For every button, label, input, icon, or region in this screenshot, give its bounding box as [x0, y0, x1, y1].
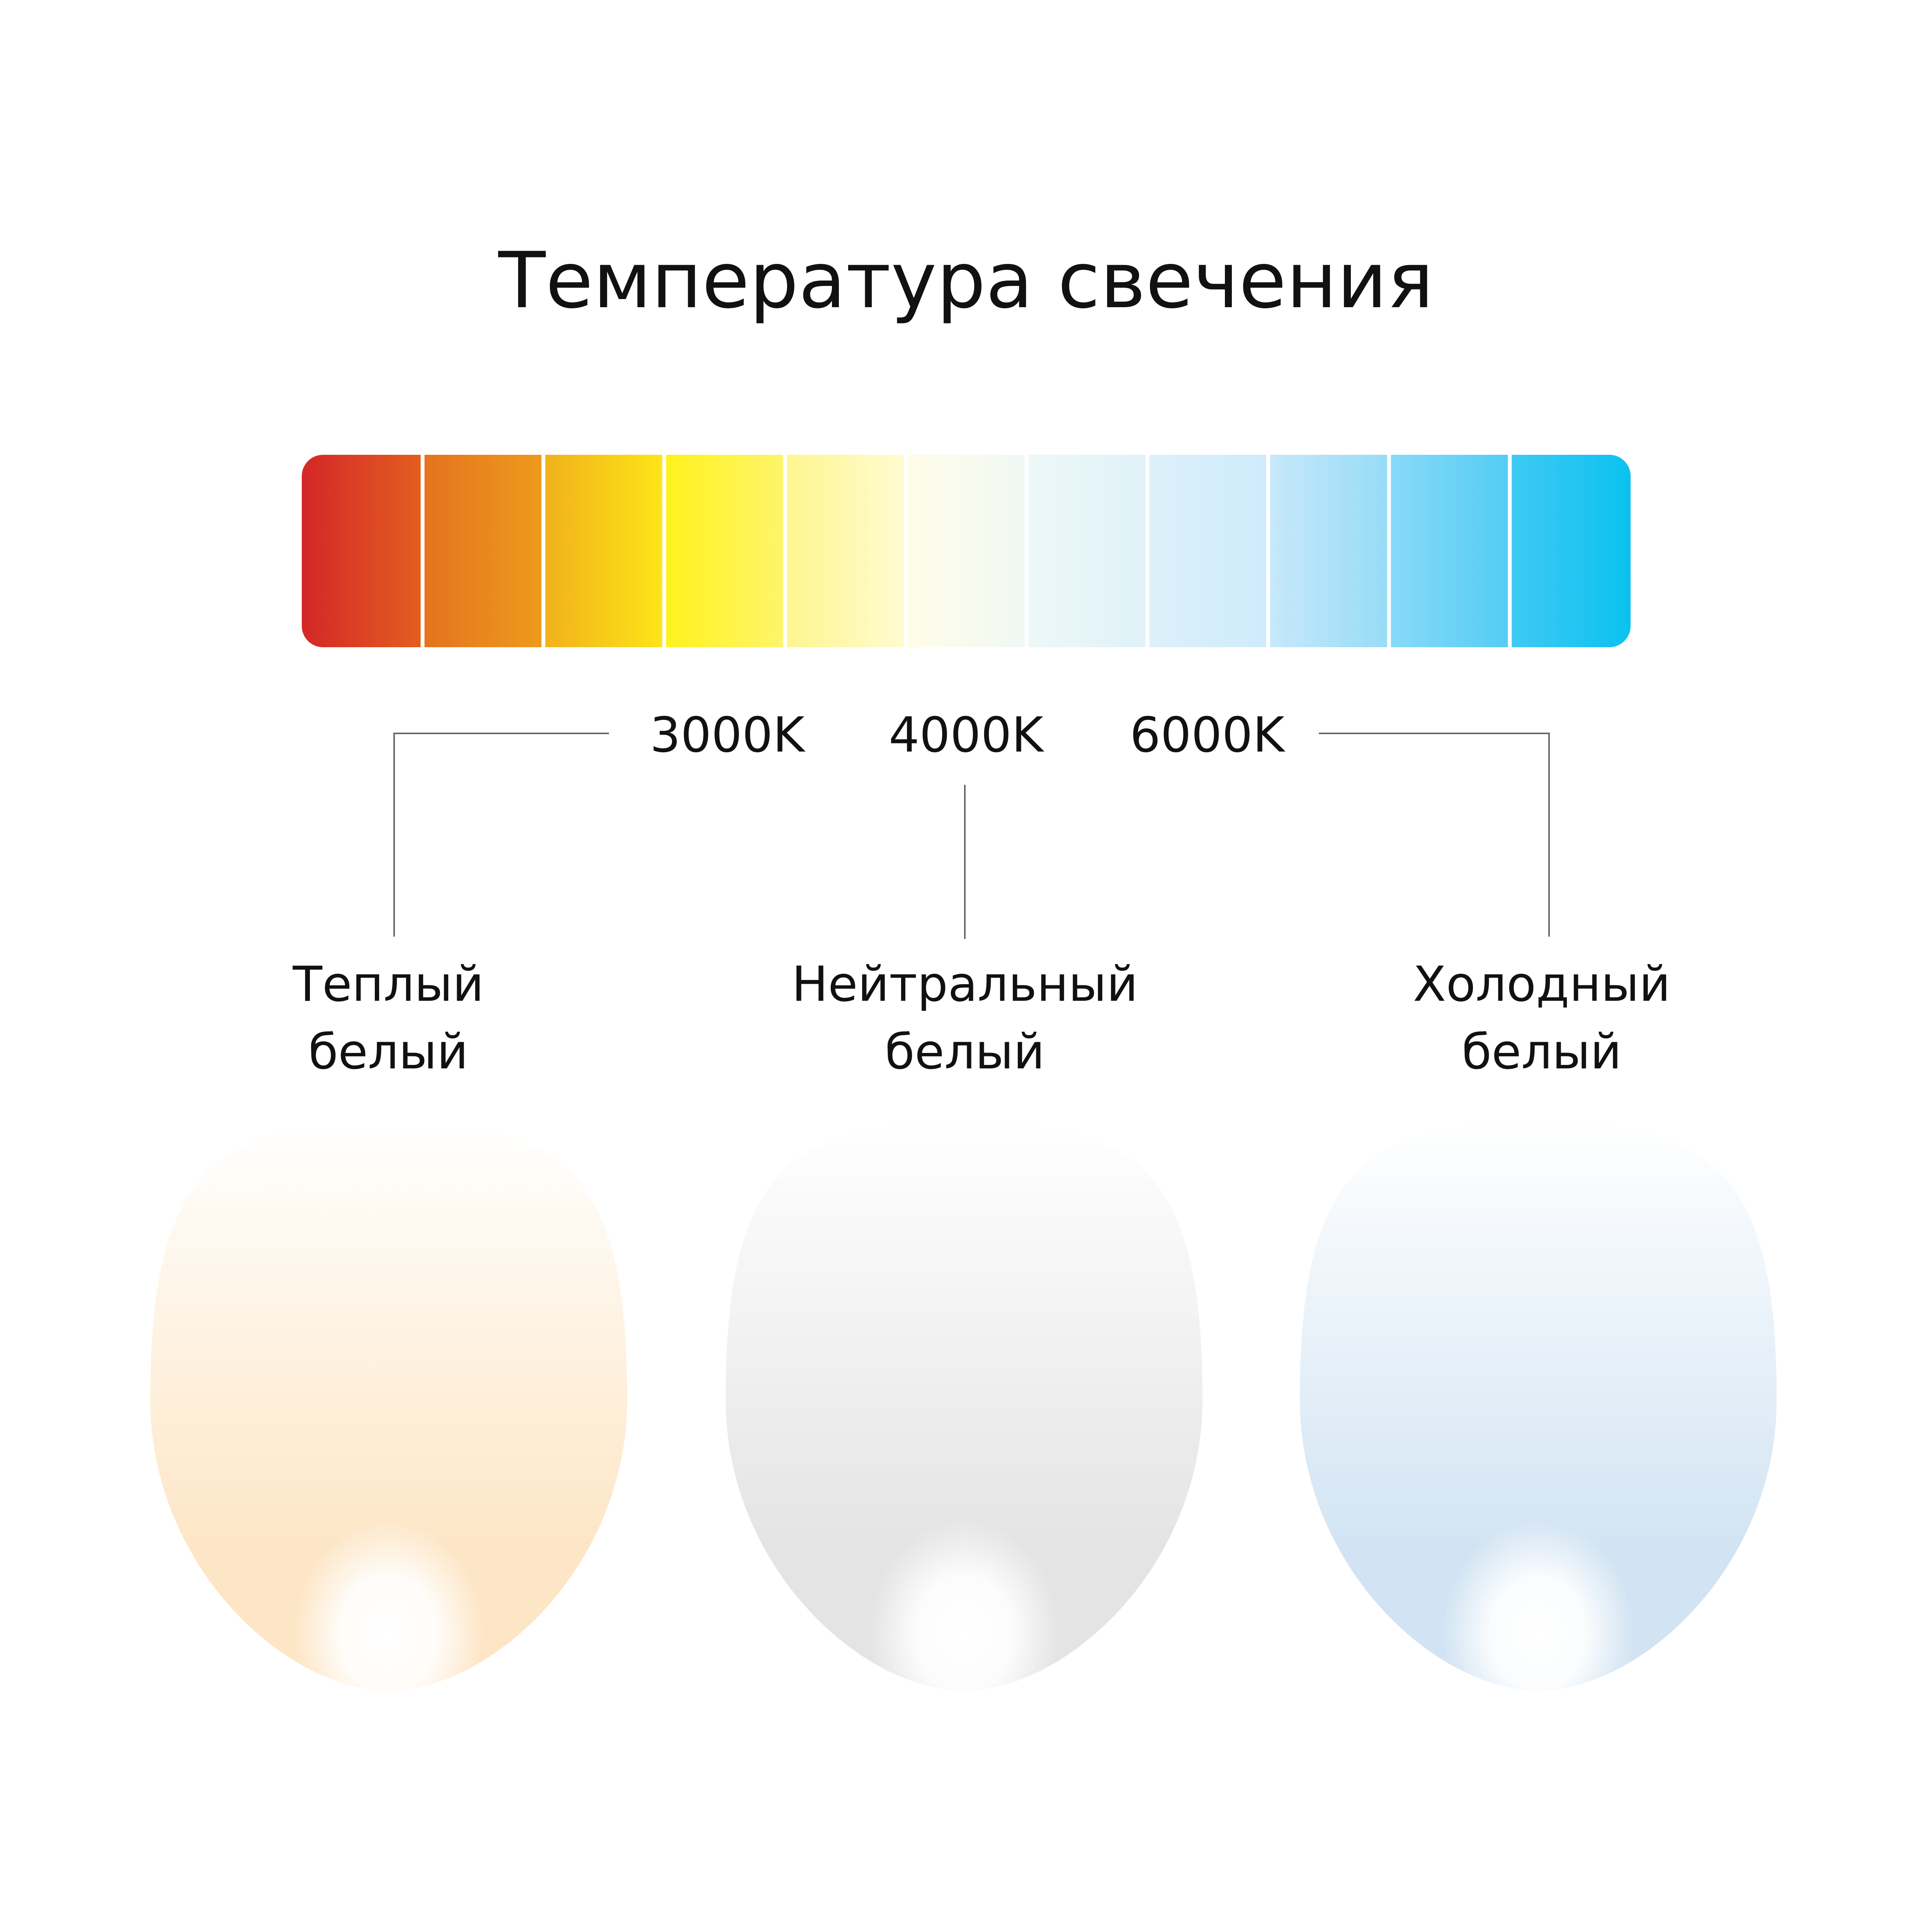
light-glow [726, 1121, 1202, 1690]
warm-light-blob [150, 1121, 627, 1690]
scale-segment [1512, 455, 1631, 647]
scale-segment [1149, 455, 1267, 647]
scale-segment [908, 455, 1025, 647]
cold-label-line1: Холодный [1413, 956, 1671, 1012]
scale-segment [1391, 455, 1508, 647]
temperature-scale-bar [302, 455, 1631, 647]
cold-label-line2: белый [1462, 1024, 1622, 1080]
neutral-light-blob [726, 1121, 1202, 1690]
page-title: Температура свечения [498, 236, 1434, 326]
neutral-label-line2: белый [885, 1024, 1045, 1080]
scale-segment [424, 455, 542, 647]
scale-segment [787, 455, 904, 647]
cold-connector [1319, 733, 1550, 937]
warm-connector [393, 733, 609, 937]
neutral-label-line1: Нейтральный [792, 956, 1138, 1012]
scale-segment [302, 455, 421, 647]
warm-label-line1: Теплый [293, 956, 484, 1012]
scale-segment [666, 455, 783, 647]
tick-6000k: 6000K [1130, 707, 1286, 763]
cold-light-blob [1300, 1121, 1777, 1690]
scale-segment [1028, 455, 1146, 647]
light-glow [150, 1121, 627, 1690]
tick-3000k: 3000K [650, 707, 806, 763]
connector-lines [393, 733, 1550, 939]
scale-segment [545, 455, 662, 647]
warm-label-line2: белый [308, 1024, 468, 1080]
light-glow [1300, 1121, 1777, 1690]
scale-segment [1270, 455, 1387, 647]
tick-4000k: 4000K [889, 707, 1044, 763]
